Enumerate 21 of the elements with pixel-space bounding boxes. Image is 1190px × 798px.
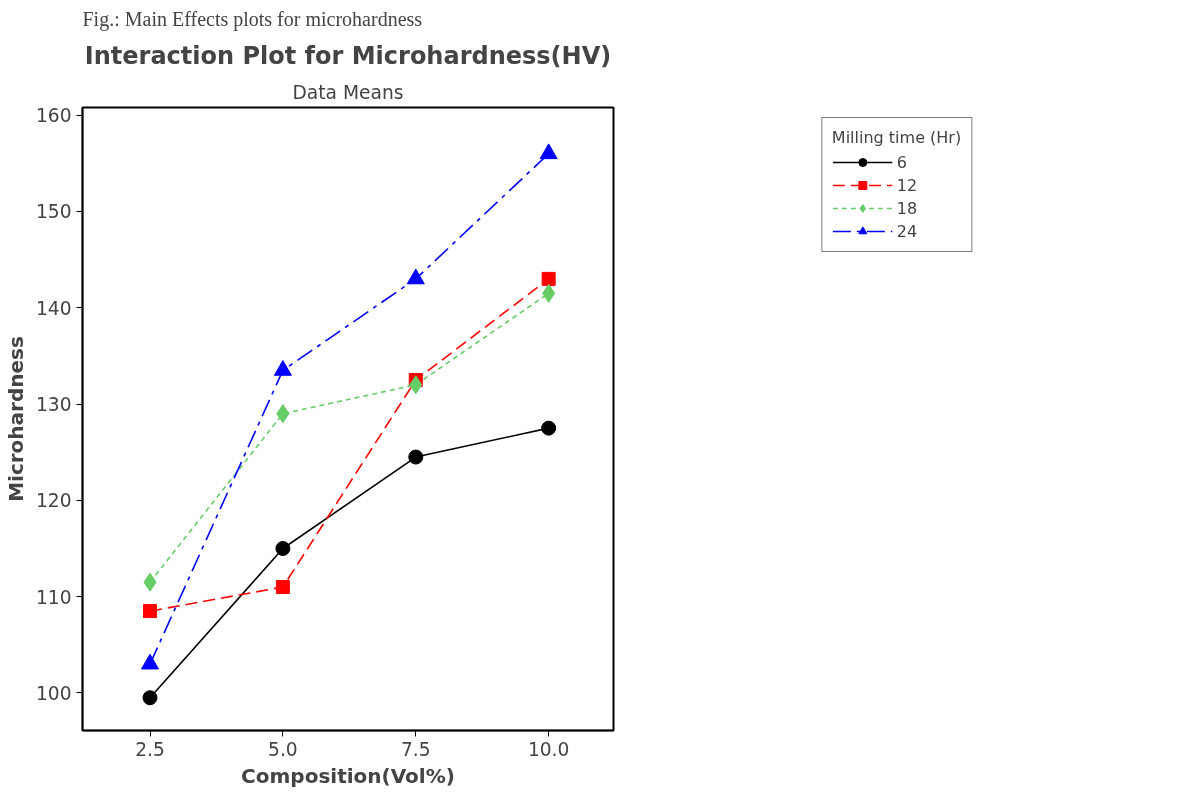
x-tick-label: 5.0	[268, 738, 298, 760]
y-tick-label: 150	[35, 201, 72, 223]
y-tick-label: 130	[35, 394, 72, 416]
x-axis-title: Composition(Vol%)	[241, 763, 455, 788]
x-tick-label: 10.0	[527, 738, 570, 760]
chart-title: Interaction Plot for Microhardness(HV)	[84, 41, 612, 70]
x-tick-label: 7.5	[400, 738, 431, 760]
y-tick-label: 120	[35, 490, 72, 512]
x-tick-label: 2.5	[135, 738, 165, 760]
y-tick-label: 160	[35, 105, 72, 127]
legend-label: 18	[896, 198, 918, 218]
y-tick-label: 110	[35, 586, 72, 608]
legend-label: 6	[896, 152, 909, 172]
legend-title: Milling time (Hr)	[831, 128, 962, 147]
legend-label: 12	[896, 175, 918, 195]
legend-label: 24	[896, 221, 918, 241]
y-tick-label: 140	[35, 297, 72, 319]
y-tick-label: 100	[35, 682, 72, 704]
chart-subtitle: Data Means	[292, 81, 404, 103]
text: Fig.: Main Effects plots for microhardness	[82, 7, 423, 31]
y-axis-title: Microhardness	[3, 336, 28, 502]
